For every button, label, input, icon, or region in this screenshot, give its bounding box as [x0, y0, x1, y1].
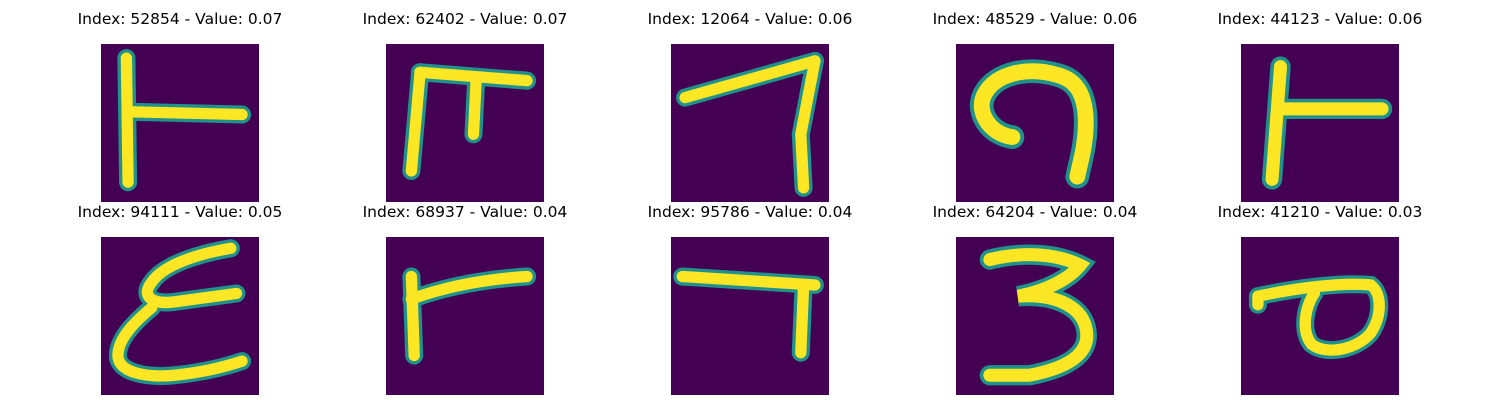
panel-title: Index: 52854 - Value: 0.07: [77, 10, 283, 28]
glyph-image: [956, 44, 1114, 202]
glyph-image: [671, 237, 829, 395]
panel-2: Index: 62402 - Value: 0.07: [345, 10, 585, 202]
glyph-image: [101, 44, 259, 202]
glyph-image: [1241, 44, 1399, 202]
panel-1: Index: 52854 - Value: 0.07: [60, 10, 300, 202]
panel-4: Index: 48529 - Value: 0.06: [915, 10, 1155, 202]
glyph-image: [1241, 237, 1399, 395]
panel-title: Index: 12064 - Value: 0.06: [647, 10, 853, 28]
panel-title: Index: 68937 - Value: 0.04: [362, 203, 568, 221]
glyph-three-icon: [956, 237, 1114, 395]
panel-7: Index: 68937 - Value: 0.04: [345, 203, 585, 395]
glyph-seven-icon: [671, 237, 829, 395]
panel-title: Index: 48529 - Value: 0.06: [932, 10, 1138, 28]
panel-title: Index: 44123 - Value: 0.06: [1217, 10, 1423, 28]
glyph-pi-icon: [386, 44, 544, 202]
glyph-image: [386, 237, 544, 395]
glyph-gamma-icon: [386, 237, 544, 395]
glyph-sideways-t-icon: [101, 44, 259, 202]
glyph-e-icon: [101, 237, 259, 395]
glyph-image: [671, 44, 829, 202]
panel-9: Index: 64204 - Value: 0.04: [915, 203, 1155, 395]
panel-title: Index: 62402 - Value: 0.07: [362, 10, 568, 28]
panel-10: Index: 41210 - Value: 0.03: [1200, 203, 1440, 395]
panel-6: Index: 94111 - Value: 0.05: [60, 203, 300, 395]
glyph-sideways-t-icon: [1241, 44, 1399, 202]
glyph-image: [956, 237, 1114, 395]
panel-3: Index: 12064 - Value: 0.06: [630, 10, 870, 202]
glyph-hook-icon: [956, 44, 1114, 202]
glyph-image: [101, 237, 259, 395]
panel-5: Index: 44123 - Value: 0.06: [1200, 10, 1440, 202]
glyph-seven-icon: [671, 44, 829, 202]
panel-8: Index: 95786 - Value: 0.04: [630, 203, 870, 395]
glyph-loop-icon: [1241, 237, 1399, 395]
panel-title: Index: 64204 - Value: 0.04: [932, 203, 1138, 221]
panel-title: Index: 41210 - Value: 0.03: [1217, 203, 1423, 221]
panel-title: Index: 95786 - Value: 0.04: [647, 203, 853, 221]
glyph-image: [386, 44, 544, 202]
panel-title: Index: 94111 - Value: 0.05: [77, 203, 283, 221]
